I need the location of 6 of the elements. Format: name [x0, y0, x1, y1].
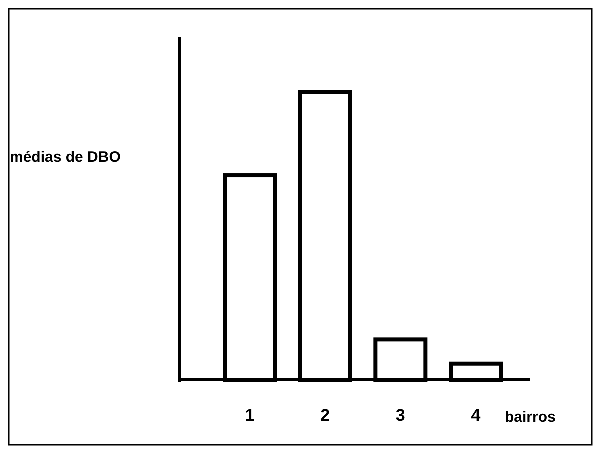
y-axis-title: médias de DBO: [10, 149, 122, 166]
x-axis-title: bairros: [505, 409, 556, 426]
x-tick-label: 1: [245, 406, 255, 425]
x-tick-label: 2: [320, 406, 330, 425]
x-tick-label: 3: [396, 406, 406, 425]
x-tick-label: 4: [471, 406, 482, 425]
